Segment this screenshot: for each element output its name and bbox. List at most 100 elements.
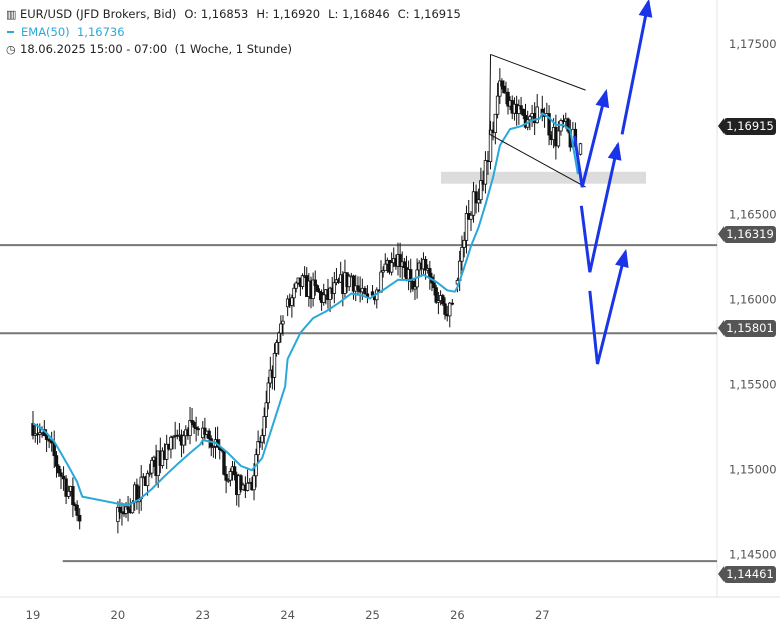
candle-body (266, 382, 270, 404)
candle-body (363, 287, 367, 295)
candle-body (192, 422, 196, 428)
candle-body (222, 450, 226, 475)
candle (281, 315, 285, 336)
candle (222, 449, 226, 476)
level-2-price-tag: 1,15801 (718, 320, 776, 337)
candle-body (443, 303, 447, 315)
candle-body (262, 416, 266, 436)
candle-body (232, 466, 237, 476)
price-axis[interactable]: 1,175001,170001,165001,160001,155001,150… (729, 37, 777, 561)
candle (77, 508, 82, 530)
scenario-arrow-path (588, 251, 627, 365)
candle (495, 82, 500, 119)
legend-time-row: ◷ 18.06.2025 15:00 - 07:00 (1 Woche, 1 S… (6, 41, 461, 59)
channel-lines (489, 53, 586, 188)
candle (441, 293, 445, 306)
candle (209, 435, 213, 457)
candle-body (315, 285, 320, 292)
ema-50-line (32, 112, 579, 506)
candle-body (171, 435, 175, 438)
candle (521, 108, 525, 120)
price-tick-label: 1,15500 (729, 377, 777, 391)
candle (279, 315, 283, 343)
candle (47, 437, 51, 449)
candle-body (351, 275, 356, 292)
legend-interval: (1 Woche, 1 Stunde) (174, 42, 292, 56)
candle-body (432, 282, 436, 289)
candle-body (528, 116, 532, 121)
candle-body (506, 91, 510, 107)
candle-body (279, 323, 283, 334)
candle-body (139, 476, 143, 499)
legend-close: 1,16915 (413, 7, 461, 21)
candle (334, 268, 339, 286)
candle (274, 339, 279, 357)
candle-body (148, 472, 152, 475)
legend-high-label: H: (256, 7, 269, 21)
candle (260, 428, 264, 450)
candle (525, 110, 530, 131)
clock-icon: ◷ (6, 43, 16, 56)
candle-body (356, 285, 360, 290)
candle-body (226, 479, 230, 482)
candle-body (252, 475, 256, 491)
candle-body (260, 435, 264, 443)
candle-body (409, 269, 413, 282)
legend-ema-row: EMA(50) 1,16736 (6, 24, 461, 42)
candle (379, 260, 383, 293)
candle (290, 294, 294, 318)
candle-body (322, 294, 326, 303)
candle (500, 78, 504, 90)
scenario-arrow-head (615, 248, 629, 268)
candle (363, 286, 367, 295)
candle (443, 297, 447, 320)
candle (192, 420, 196, 434)
candle (196, 426, 200, 436)
candle-body (411, 281, 415, 290)
candle-body (44, 435, 49, 440)
candle (356, 276, 360, 295)
candle-body (118, 506, 122, 513)
candle (292, 283, 296, 308)
candle (315, 284, 320, 292)
candle (207, 428, 211, 449)
time-axis[interactable]: 19 20 23 24 25 26 27 (26, 608, 550, 622)
candle (135, 478, 139, 510)
candle-body (194, 426, 198, 430)
candle-body (211, 446, 216, 448)
candle (226, 478, 230, 484)
candle-body (381, 270, 385, 273)
candle-body (292, 287, 296, 299)
candle-body (389, 262, 394, 273)
candlestick-series (31, 68, 583, 534)
candle-body (116, 506, 120, 522)
candle-body (450, 302, 455, 305)
candle-body (300, 275, 305, 287)
candle-body (370, 291, 375, 296)
candle (347, 274, 351, 292)
candle-body (124, 506, 128, 514)
ema-line (32, 112, 579, 506)
candle (460, 235, 464, 271)
candle-body (274, 342, 279, 354)
candle (294, 281, 298, 293)
candle-body (474, 191, 478, 204)
candle (169, 435, 173, 459)
candle (256, 430, 260, 464)
candle (190, 407, 194, 426)
candle-body (469, 214, 473, 220)
candle (313, 270, 317, 296)
candle-body (228, 471, 233, 481)
candle (49, 431, 54, 452)
scenario-arrow-head (638, 0, 653, 18)
candle-body (245, 482, 250, 491)
candle-body (311, 279, 315, 299)
candle-body (164, 443, 169, 460)
candle (381, 266, 385, 278)
candle (448, 301, 452, 328)
candle-body (277, 332, 281, 343)
candle-body (383, 263, 387, 271)
candle-body (502, 85, 506, 94)
candle-body (556, 130, 561, 147)
